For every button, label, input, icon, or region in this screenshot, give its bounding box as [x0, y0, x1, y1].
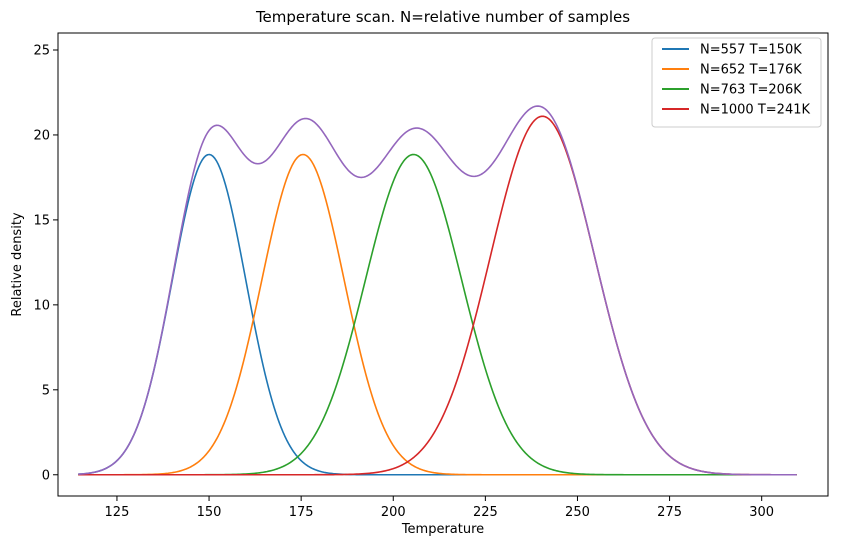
chart-title: Temperature scan. N=relative number of s… — [255, 8, 630, 26]
y-tick-label: 5 — [42, 383, 50, 398]
legend-label: N=1000 T=241K — [700, 103, 810, 118]
plot-frame — [57, 32, 829, 497]
y-axis: 0 5 10 15 20 25 — [33, 43, 58, 483]
x-tick-label: 175 — [289, 505, 314, 520]
y-tick-label: 20 — [33, 128, 50, 143]
legend-label: N=763 T=206K — [700, 83, 802, 98]
legend: N=557 T=150K N=652 T=176K N=763 T=206K N=10… — [651, 37, 822, 128]
series-line-4 — [78, 105, 797, 476]
x-axis-label: Temperature — [401, 522, 484, 537]
legend-label: N=557 T=150K — [700, 43, 802, 58]
x-tick-label: 225 — [473, 505, 498, 520]
y-tick-label: 25 — [33, 43, 50, 58]
x-tick-label: 125 — [105, 505, 130, 520]
legend-box — [651, 37, 822, 128]
y-tick-label: 15 — [33, 213, 50, 228]
x-axis: 125 150 175 200 225 250 275 300 — [105, 496, 774, 520]
x-tick-label: 250 — [565, 505, 590, 520]
y-axis-label: Relative density — [10, 212, 25, 317]
legend-label: N=652 T=176K — [700, 63, 802, 78]
series-lines — [78, 105, 797, 476]
y-tick-label: 10 — [33, 298, 50, 313]
x-tick-label: 300 — [749, 505, 774, 520]
x-tick-label: 275 — [657, 505, 682, 520]
y-tick-label: 0 — [42, 468, 50, 483]
x-tick-label: 150 — [197, 505, 222, 520]
x-tick-label: 200 — [381, 505, 406, 520]
